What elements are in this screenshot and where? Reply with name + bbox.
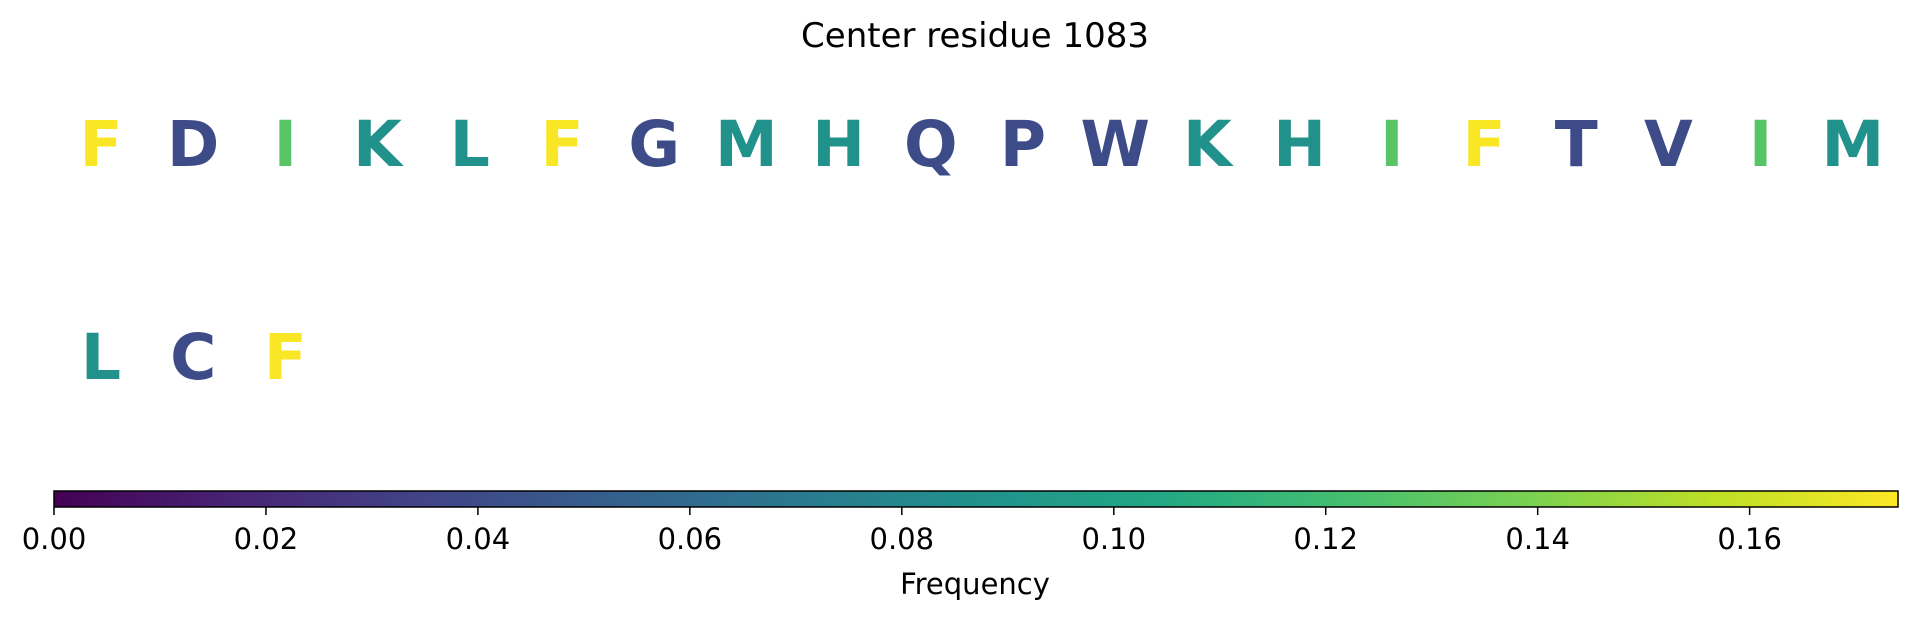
colorbar-tick-label: 0.02 xyxy=(234,522,299,556)
residue-letter: H xyxy=(812,108,865,181)
residue-letter: Q xyxy=(904,108,958,181)
residue-letter: H xyxy=(1273,108,1326,181)
colorbar-tick-label: 0.10 xyxy=(1081,522,1146,556)
residue-letters: F D I K L F G M H Q P W K H I F T V I ML C F xyxy=(79,108,1884,394)
residue-letter: M xyxy=(1821,108,1884,181)
colorbar-tick-label: 0.00 xyxy=(22,522,87,556)
residue-letter: P xyxy=(1000,108,1046,181)
residue-letter: I xyxy=(274,108,297,181)
residue-letter: L xyxy=(81,321,121,394)
residue-letter: F xyxy=(264,321,307,394)
colorbar-tick-label: 0.06 xyxy=(658,522,723,556)
residue-letter: I xyxy=(1749,108,1772,181)
residue-letter: L xyxy=(450,108,490,181)
colorbar-tick-label: 0.08 xyxy=(870,522,935,556)
residue-letter: V xyxy=(1644,108,1693,181)
residue-letter: C xyxy=(170,321,216,394)
residue-letter: K xyxy=(1183,108,1234,181)
colorbar-tick-label: 0.14 xyxy=(1505,522,1570,556)
residue-letter: W xyxy=(1080,108,1150,181)
residue-letter: D xyxy=(167,108,219,181)
colorbar-tick-label: 0.12 xyxy=(1293,522,1358,556)
residue-letter: F xyxy=(79,108,122,181)
residue-letter: K xyxy=(353,108,404,181)
colorbar-tick-label: 0.16 xyxy=(1717,522,1782,556)
residue-letter: F xyxy=(540,108,583,181)
chart-title: Center residue 1083 xyxy=(801,16,1149,56)
residue-letter: F xyxy=(1462,108,1505,181)
colorbar-tick-label: 0.04 xyxy=(446,522,511,556)
colorbar xyxy=(53,490,1899,508)
residue-letter: I xyxy=(1380,108,1403,181)
residue-letter: M xyxy=(715,108,778,181)
residue-letter: G xyxy=(628,108,680,181)
colorbar-label: Frequency xyxy=(900,567,1050,601)
residue-letter: T xyxy=(1555,108,1598,181)
colorbar-ticks: 0.00 0.02 0.04 0.06 0.08 0.10 0.12 0.14 0.16 xyxy=(22,507,1782,556)
